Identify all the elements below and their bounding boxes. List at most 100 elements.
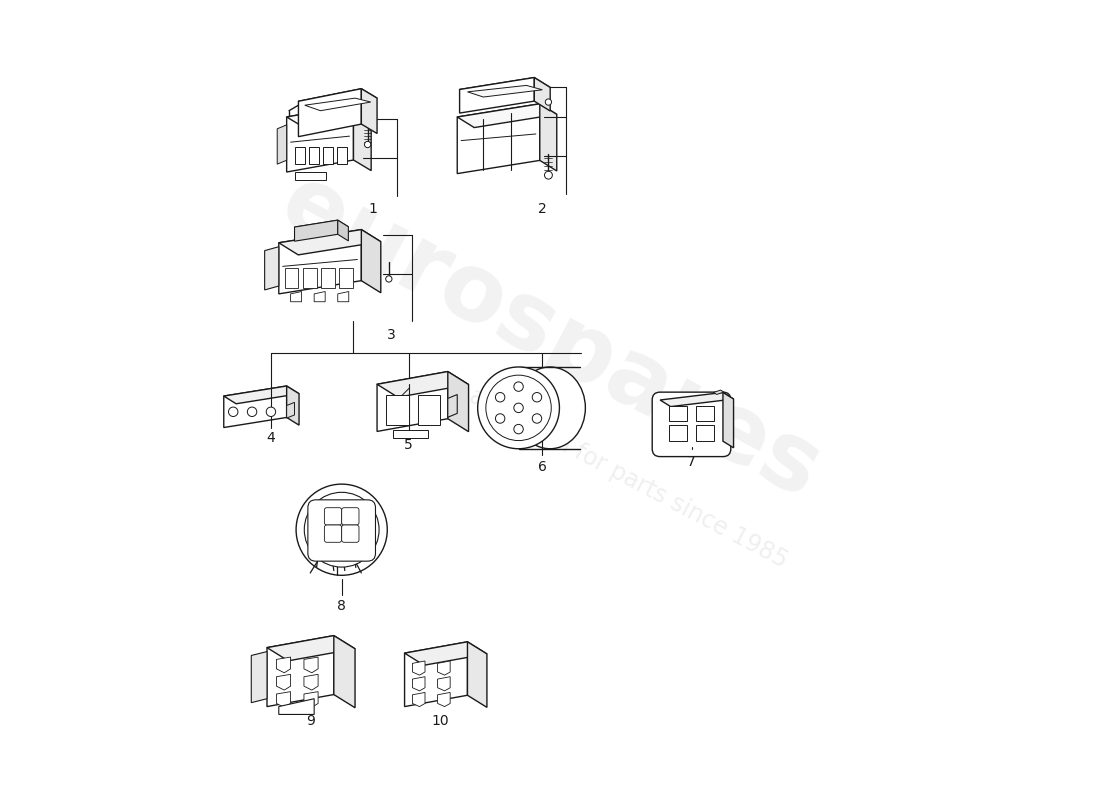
Bar (295, 147, 305, 164)
Polygon shape (405, 642, 468, 706)
Text: 4: 4 (266, 431, 275, 446)
FancyBboxPatch shape (324, 508, 342, 525)
Polygon shape (267, 635, 355, 661)
FancyBboxPatch shape (342, 525, 359, 542)
Polygon shape (304, 692, 318, 707)
Polygon shape (290, 291, 301, 302)
Polygon shape (540, 104, 557, 171)
Polygon shape (353, 105, 371, 170)
Bar (670, 425, 686, 441)
FancyBboxPatch shape (308, 500, 375, 561)
Polygon shape (278, 230, 361, 294)
Circle shape (266, 407, 276, 417)
Polygon shape (315, 291, 326, 302)
Polygon shape (458, 104, 540, 174)
Polygon shape (448, 371, 469, 432)
Circle shape (495, 393, 505, 402)
Bar (696, 406, 714, 422)
Polygon shape (276, 674, 290, 690)
Polygon shape (438, 661, 450, 675)
Polygon shape (438, 693, 450, 706)
Polygon shape (251, 651, 267, 702)
Polygon shape (468, 642, 487, 707)
Polygon shape (305, 98, 371, 110)
Circle shape (305, 492, 380, 567)
Polygon shape (223, 386, 299, 404)
Text: a passion for parts since 1985: a passion for parts since 1985 (465, 384, 792, 573)
Polygon shape (377, 371, 448, 431)
Polygon shape (298, 89, 361, 137)
Polygon shape (361, 89, 377, 134)
FancyBboxPatch shape (652, 392, 730, 457)
Polygon shape (287, 386, 299, 425)
Circle shape (514, 403, 524, 413)
Circle shape (532, 414, 541, 423)
Polygon shape (287, 105, 371, 128)
Circle shape (544, 171, 552, 179)
Polygon shape (267, 635, 333, 706)
Polygon shape (304, 657, 318, 673)
Polygon shape (458, 104, 557, 127)
Polygon shape (412, 661, 425, 675)
Bar (670, 406, 686, 422)
Circle shape (364, 142, 371, 148)
Polygon shape (278, 230, 381, 255)
FancyBboxPatch shape (324, 525, 342, 542)
Bar (285, 268, 298, 287)
FancyBboxPatch shape (342, 508, 359, 525)
Polygon shape (723, 393, 734, 448)
Polygon shape (277, 125, 287, 164)
Bar (339, 268, 353, 287)
Text: 2: 2 (538, 202, 547, 216)
Bar (321, 268, 334, 287)
Text: 8: 8 (338, 599, 346, 613)
Ellipse shape (515, 367, 585, 449)
Circle shape (532, 393, 541, 402)
Circle shape (386, 276, 392, 282)
Polygon shape (460, 78, 550, 99)
Polygon shape (660, 393, 734, 406)
Bar (309, 147, 319, 164)
Bar (337, 147, 348, 164)
Circle shape (248, 407, 256, 417)
Polygon shape (287, 402, 295, 418)
Polygon shape (295, 220, 338, 242)
Polygon shape (298, 89, 377, 110)
Text: 1: 1 (368, 202, 377, 216)
Circle shape (495, 414, 505, 423)
Polygon shape (338, 220, 349, 241)
Polygon shape (265, 246, 278, 290)
Bar (322, 147, 333, 164)
Bar (696, 425, 714, 441)
Polygon shape (377, 371, 469, 398)
Circle shape (514, 425, 524, 434)
Text: 7: 7 (688, 455, 696, 469)
Polygon shape (714, 390, 724, 394)
Polygon shape (276, 657, 290, 673)
Polygon shape (338, 291, 349, 302)
Polygon shape (304, 674, 318, 690)
Circle shape (486, 375, 551, 441)
Polygon shape (276, 692, 290, 707)
Text: 6: 6 (538, 460, 547, 474)
Bar (393, 430, 428, 438)
Polygon shape (278, 698, 315, 714)
Text: 5: 5 (404, 438, 412, 452)
Circle shape (514, 382, 524, 391)
Polygon shape (287, 105, 353, 172)
Polygon shape (438, 677, 450, 691)
Polygon shape (295, 220, 349, 234)
Circle shape (477, 367, 560, 449)
Text: eurospares: eurospares (265, 156, 835, 518)
Circle shape (229, 407, 238, 417)
Polygon shape (460, 78, 535, 113)
Polygon shape (405, 642, 487, 666)
Text: 10: 10 (431, 714, 449, 729)
Polygon shape (223, 386, 287, 427)
Circle shape (296, 484, 387, 575)
Polygon shape (412, 693, 425, 706)
Circle shape (546, 99, 551, 106)
Polygon shape (448, 394, 458, 418)
Polygon shape (295, 172, 326, 180)
Polygon shape (468, 86, 542, 97)
